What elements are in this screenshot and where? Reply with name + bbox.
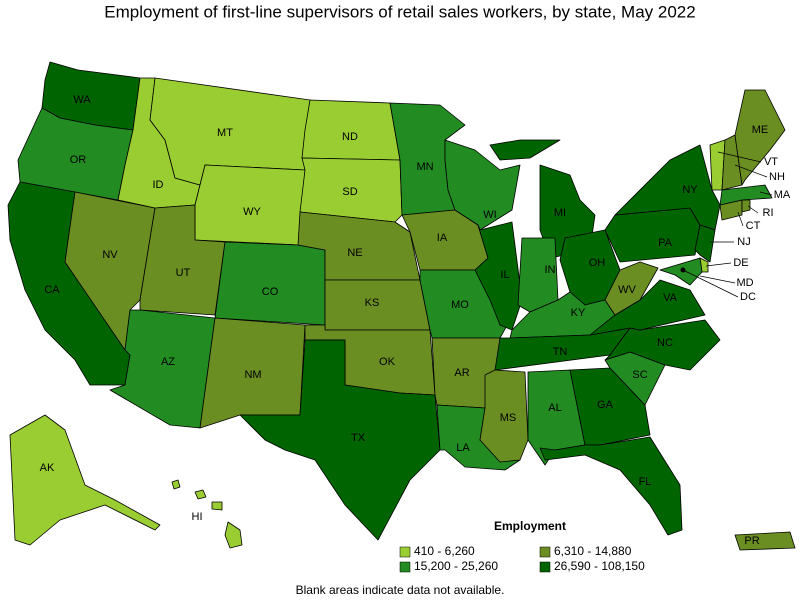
leader-line bbox=[734, 164, 768, 178]
state-label: NV bbox=[102, 249, 118, 261]
state-label: AK bbox=[40, 462, 55, 474]
state-label: DC bbox=[740, 291, 756, 303]
state bbox=[214, 241, 326, 326]
legend-swatch bbox=[399, 561, 411, 573]
state-label: KS bbox=[365, 297, 380, 309]
state-label: WY bbox=[243, 206, 261, 218]
state-label: UT bbox=[176, 267, 191, 279]
legend: Employment 410 - 6,260 6,310 - 14,880 15,2… bbox=[399, 519, 645, 573]
state-labels: WA OR CA NV ID MT WY UT CO AZ NM ND SD NE KS OK TX MN IA MO… bbox=[40, 94, 791, 547]
state-label: PR bbox=[744, 535, 759, 547]
state-label: ME bbox=[752, 124, 769, 136]
state bbox=[539, 436, 683, 536]
legend-swatch bbox=[539, 546, 551, 558]
state-label: ID bbox=[153, 179, 164, 191]
state-label: CA bbox=[44, 284, 60, 296]
state-label: SD bbox=[342, 186, 357, 198]
state bbox=[741, 199, 751, 213]
state-label: NH bbox=[769, 171, 785, 183]
state bbox=[224, 521, 243, 549]
state-label: RI bbox=[763, 207, 774, 219]
map-title: Employment of first-line supervisors of … bbox=[104, 2, 695, 21]
state-label: FL bbox=[639, 476, 652, 488]
state bbox=[604, 319, 721, 371]
state-label: PA bbox=[658, 237, 673, 249]
state-label: CT bbox=[746, 220, 761, 232]
leader-line bbox=[747, 205, 759, 214]
leader-line bbox=[717, 151, 762, 163]
leader-line bbox=[682, 269, 739, 298]
state bbox=[171, 479, 181, 490]
state bbox=[9, 414, 161, 546]
state-label: VA bbox=[663, 292, 678, 304]
state-label: HI bbox=[192, 511, 203, 523]
state bbox=[474, 221, 523, 331]
state bbox=[239, 339, 441, 541]
state-label: KY bbox=[571, 307, 586, 319]
state-label: TN bbox=[553, 346, 568, 358]
state-label: TX bbox=[351, 432, 366, 444]
state-label: OH bbox=[589, 257, 606, 269]
state-label: OK bbox=[379, 356, 396, 368]
leader-line bbox=[759, 191, 773, 196]
state bbox=[604, 207, 701, 263]
legend-label: 26,590 - 108,150 bbox=[554, 559, 645, 573]
state-label: SC bbox=[632, 369, 647, 381]
state-label: AL bbox=[548, 402, 561, 414]
state bbox=[614, 144, 721, 231]
leader-line bbox=[737, 211, 744, 227]
state-label: CO bbox=[262, 286, 279, 298]
state-label: IA bbox=[437, 232, 448, 244]
state-label: NC bbox=[657, 337, 673, 349]
state-label: DE bbox=[733, 257, 748, 269]
note: Blank areas indicate data not available. bbox=[296, 583, 505, 597]
legend-swatch bbox=[539, 561, 551, 573]
state-label: VT bbox=[764, 156, 778, 168]
state-label: ND bbox=[342, 131, 358, 143]
states bbox=[7, 61, 796, 551]
state-label: WV bbox=[618, 284, 636, 296]
state-label: NE bbox=[347, 247, 362, 259]
state-label: WI bbox=[483, 209, 496, 221]
state bbox=[194, 489, 207, 500]
state-label: LA bbox=[456, 442, 470, 454]
state-label: NM bbox=[244, 369, 261, 381]
state bbox=[719, 184, 773, 206]
state-label: MD bbox=[736, 277, 753, 289]
state-label: OR bbox=[70, 154, 87, 166]
state bbox=[479, 369, 529, 463]
state bbox=[734, 89, 786, 186]
state-label: WA bbox=[73, 94, 91, 106]
state bbox=[489, 139, 561, 161]
legend-label: 6,310 - 14,880 bbox=[554, 544, 632, 558]
state bbox=[589, 279, 706, 336]
state-label: MN bbox=[416, 161, 433, 173]
state-label: IN bbox=[545, 264, 556, 276]
legend-label: 410 - 6,260 bbox=[414, 544, 475, 558]
state bbox=[211, 501, 223, 511]
leader-line bbox=[699, 275, 736, 284]
state-label: IL bbox=[500, 269, 509, 281]
state bbox=[604, 261, 659, 316]
state-label: NJ bbox=[737, 236, 750, 248]
legend-label: 15,200 - 25,260 bbox=[414, 559, 498, 573]
state-label: AZ bbox=[161, 356, 175, 368]
state-label: MS bbox=[500, 412, 517, 424]
leader-line bbox=[705, 262, 732, 267]
legend-swatch bbox=[399, 546, 411, 558]
state-label: MI bbox=[554, 207, 566, 219]
legend-title: Employment bbox=[494, 519, 566, 533]
state bbox=[734, 531, 796, 551]
state-label: MA bbox=[774, 189, 791, 201]
state-label: AR bbox=[454, 367, 469, 379]
state-label: NY bbox=[682, 184, 698, 196]
state-label: MT bbox=[217, 127, 233, 139]
state-label: GA bbox=[597, 399, 614, 411]
state-label: MO bbox=[451, 299, 469, 311]
state bbox=[694, 224, 716, 263]
